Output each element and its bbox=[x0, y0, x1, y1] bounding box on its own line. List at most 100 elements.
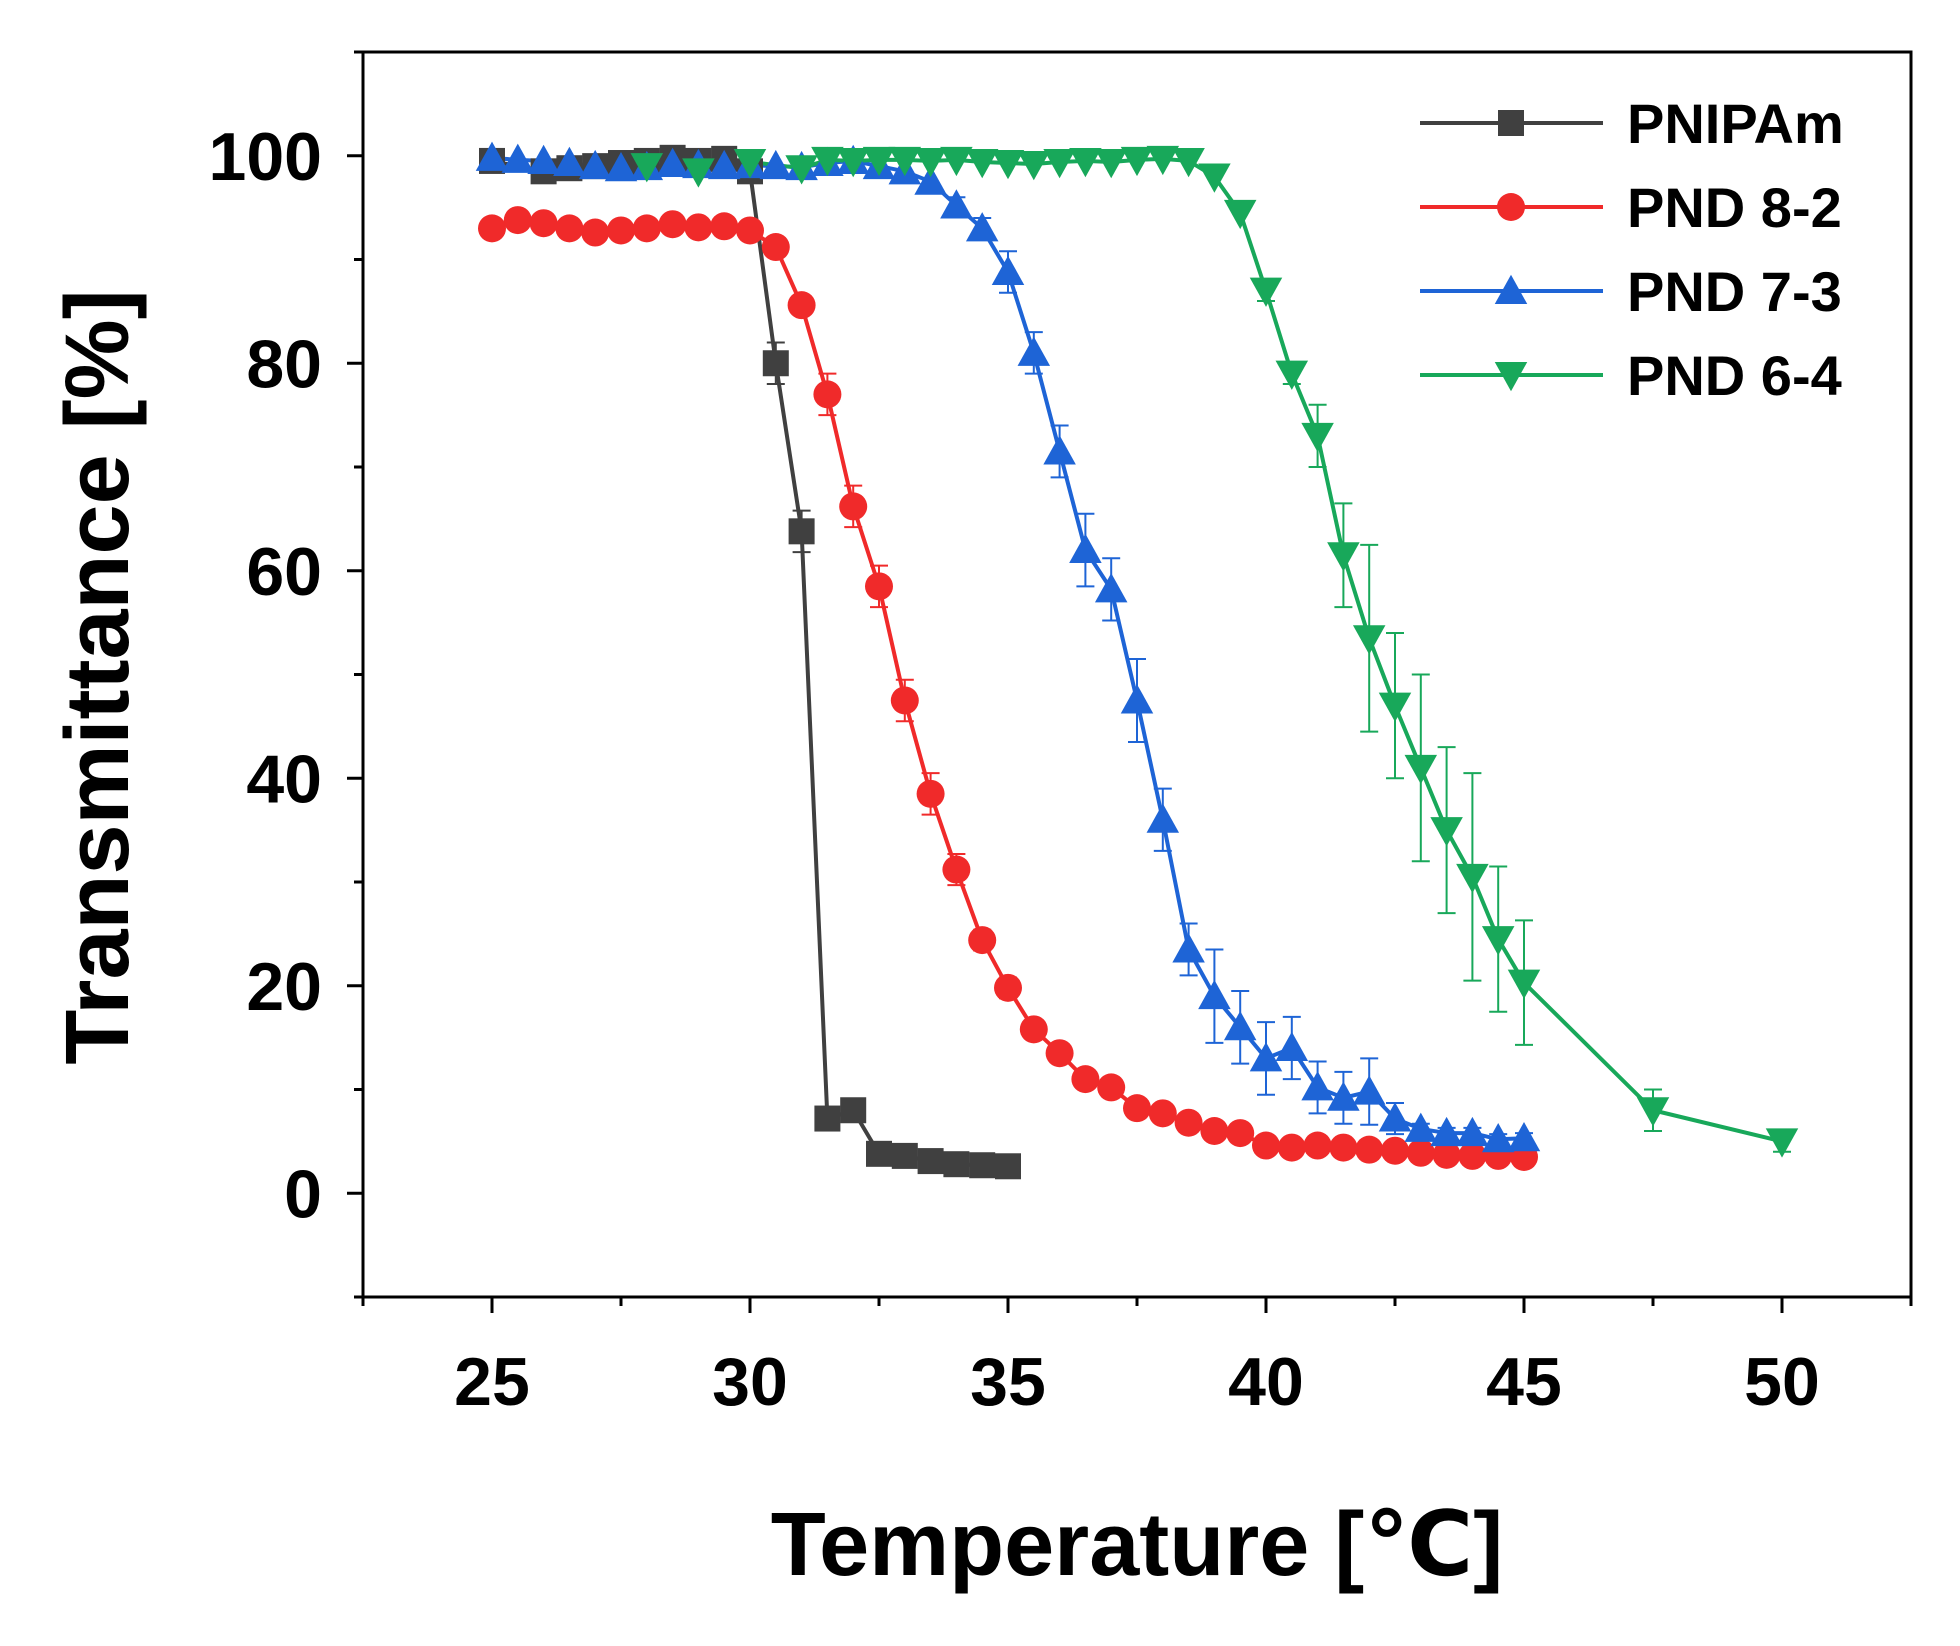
data-point-pnd-8-2 bbox=[684, 213, 713, 242]
data-point-pnd-8-2 bbox=[632, 214, 661, 243]
data-point-pnd-7-3 bbox=[914, 165, 947, 195]
data-point-pnd-8-2 bbox=[555, 214, 584, 243]
legend-item-pnd-7-3: PND 7-3 bbox=[1420, 260, 1842, 323]
data-point-pnd-7-3 bbox=[1456, 1116, 1489, 1147]
data-point-pnd-8-2 bbox=[529, 209, 558, 238]
legend-item-pnd-8-2: PND 8-2 bbox=[1420, 176, 1842, 239]
data-point-pnd-6-4 bbox=[965, 148, 999, 179]
data-point-pnd-7-3 bbox=[1069, 533, 1102, 563]
data-point-pnd-6-4 bbox=[1352, 625, 1386, 655]
data-point-pnd-7-3 bbox=[1301, 1071, 1334, 1101]
data-point-pnd-7-3 bbox=[965, 212, 999, 242]
data-point-pnd-6-4 bbox=[1172, 147, 1205, 178]
y-tick-label: 20 bbox=[246, 949, 322, 1025]
axes: 25 30 35 40 45 50 0 20 40 60 80 100 bbox=[209, 50, 1913, 1420]
data-point-pnd-8-2 bbox=[607, 216, 635, 245]
data-point-pnd-6-4 bbox=[1378, 692, 1412, 722]
legend-item-pnipam: PNIPAm bbox=[1420, 92, 1844, 155]
data-point-pnd-6-4 bbox=[888, 146, 922, 177]
data-point-pnd-7-3 bbox=[604, 151, 638, 182]
data-point-pnipam bbox=[866, 1140, 892, 1167]
y-tick-label: 0 bbox=[284, 1156, 322, 1232]
data-point-pnd-8-2 bbox=[890, 686, 919, 715]
data-point-pnd-8-2 bbox=[1406, 1138, 1435, 1167]
data-point-pnd-7-3 bbox=[1120, 684, 1154, 714]
data-point-pnd-8-2 bbox=[839, 492, 868, 521]
data-point-pnd-7-3 bbox=[707, 149, 741, 180]
y-tick-label: 100 bbox=[209, 119, 322, 195]
data-point-pnd-6-4 bbox=[1327, 542, 1360, 572]
data-point-pnd-8-2 bbox=[1071, 1065, 1100, 1094]
data-point-pnd-7-3 bbox=[1404, 1112, 1438, 1142]
x-tick-label: 30 bbox=[712, 1344, 788, 1420]
data-point-pnd-6-4 bbox=[1404, 754, 1438, 785]
data-point-pnd-8-2 bbox=[761, 233, 790, 262]
data-point-pnd-8-2 bbox=[1355, 1135, 1384, 1164]
data-point-pnd-6-4 bbox=[991, 150, 1025, 180]
data-point-pnd-8-2 bbox=[1019, 1015, 1048, 1044]
data-point-pnd-8-2 bbox=[787, 291, 816, 320]
data-point-pnipam bbox=[788, 518, 815, 545]
legend-marker bbox=[1497, 193, 1525, 221]
data-point-pnd-6-4 bbox=[733, 148, 767, 179]
data-point-pnd-8-2 bbox=[1097, 1073, 1126, 1102]
data-point-pnd-8-2 bbox=[916, 779, 945, 808]
data-point-pnd-8-2 bbox=[994, 973, 1022, 1002]
data-point-pnd-6-4 bbox=[1120, 146, 1154, 177]
data-point-pnd-6-4 bbox=[1301, 422, 1334, 453]
data-point-pnd-6-4 bbox=[630, 153, 664, 183]
data-point-pnd-7-3 bbox=[553, 146, 586, 177]
data-point-pnd-7-3 bbox=[501, 143, 535, 173]
data-point-pnd-6-4 bbox=[811, 146, 844, 177]
legend-label: PND 8-2 bbox=[1627, 176, 1842, 239]
data-point-pnd-8-2 bbox=[736, 216, 764, 245]
data-point-pnd-7-3 bbox=[1146, 803, 1180, 833]
legend-marker bbox=[1494, 362, 1528, 392]
data-point-pnd-7-3 bbox=[475, 141, 509, 171]
x-tick-label: 40 bbox=[1228, 1344, 1304, 1420]
data-point-pnd-8-2 bbox=[1329, 1133, 1358, 1162]
data-point-pnd-6-4 bbox=[1275, 360, 1309, 390]
data-point-pnd-7-3 bbox=[578, 149, 612, 180]
data-point-pnd-6-4 bbox=[1198, 163, 1231, 193]
data-point-pnd-8-2 bbox=[658, 210, 687, 239]
data-point-pnd-8-2 bbox=[1174, 1108, 1203, 1137]
data-point-pnipam bbox=[762, 350, 789, 377]
data-point-pnd-6-4 bbox=[1069, 147, 1102, 178]
data-point-pnd-8-2 bbox=[1226, 1119, 1255, 1148]
data-point-pnd-6-4 bbox=[1223, 199, 1257, 230]
data-point-pnd-6-4 bbox=[1456, 863, 1489, 894]
legend-label: PND 6-4 bbox=[1627, 344, 1842, 407]
y-tick-label: 80 bbox=[246, 326, 322, 402]
data-point-pnd-6-4 bbox=[1043, 148, 1076, 179]
data-point-pnd-7-3 bbox=[1017, 336, 1051, 366]
legend: PNIPAm PND 8-2 PND 7-3 PND 6-4 bbox=[1420, 92, 1844, 407]
data-point-pnd-6-4 bbox=[862, 146, 896, 177]
data-point-pnd-7-3 bbox=[1327, 1081, 1360, 1111]
x-tick-label: 35 bbox=[970, 1344, 1046, 1420]
y-tick-label: 60 bbox=[246, 534, 322, 610]
data-point-pnd-6-4 bbox=[682, 158, 715, 188]
data-point-pnd-8-2 bbox=[1277, 1133, 1306, 1162]
data-point-pnd-6-4 bbox=[1430, 817, 1463, 847]
data-point-pnd-8-2 bbox=[1303, 1131, 1332, 1160]
data-point-pnd-8-2 bbox=[1123, 1094, 1151, 1123]
data-point-pnd-8-2 bbox=[581, 218, 610, 247]
data-point-pnd-6-4 bbox=[940, 146, 973, 177]
data-point-pnipam bbox=[943, 1151, 970, 1178]
data-point-pnd-6-4 bbox=[1017, 151, 1051, 181]
data-point-pnd-7-3 bbox=[759, 149, 793, 180]
data-point-pnd-6-4 bbox=[1507, 969, 1541, 999]
data-point-pnipam bbox=[814, 1105, 841, 1132]
data-point-pnd-7-3 bbox=[1275, 1031, 1309, 1061]
data-point-pnd-8-2 bbox=[1148, 1099, 1177, 1128]
series-line-pnd-6-4 bbox=[646, 156, 1783, 1144]
data-point-pnd-6-4 bbox=[1481, 926, 1515, 956]
data-point-pnd-8-2 bbox=[968, 926, 997, 955]
data-point-pnd-7-3 bbox=[940, 189, 973, 219]
x-tick-label: 25 bbox=[454, 1344, 530, 1420]
y-tick-label: 40 bbox=[246, 741, 322, 817]
data-point-pnd-6-4 bbox=[1094, 148, 1128, 179]
data-point-pnd-6-4 bbox=[914, 147, 947, 178]
